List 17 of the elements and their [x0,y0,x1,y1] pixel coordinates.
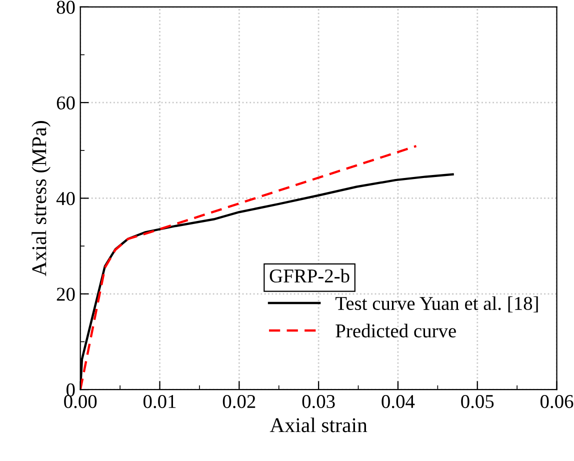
x-tick-label: 0.06 [540,394,574,408]
legend-label: Predicted curve [336,324,456,338]
x-tick-label: 0.01 [143,394,176,408]
legend-label: Test curve Yuan et al. [18] [335,296,538,312]
legend-title: GFRP-2-b [270,268,350,283]
y-tick-label: 20 [56,288,75,301]
y-tick-label: 60 [56,96,75,110]
x-tick-label: 0.03 [302,394,335,408]
x-tick-label: 0.02 [222,394,256,408]
y-tick-label: 40 [56,192,75,206]
x-tick-label: 0.04 [382,394,415,408]
y-tick-label: 80 [56,0,75,14]
x-axis-title: Axial strain [270,418,368,432]
x-tick-label: 0.05 [461,394,494,408]
y-axis-title: Axial stress (MPa) [32,121,50,276]
y-tick-label: 0 [66,383,75,396]
x-tick-label: 0.00 [64,394,97,408]
